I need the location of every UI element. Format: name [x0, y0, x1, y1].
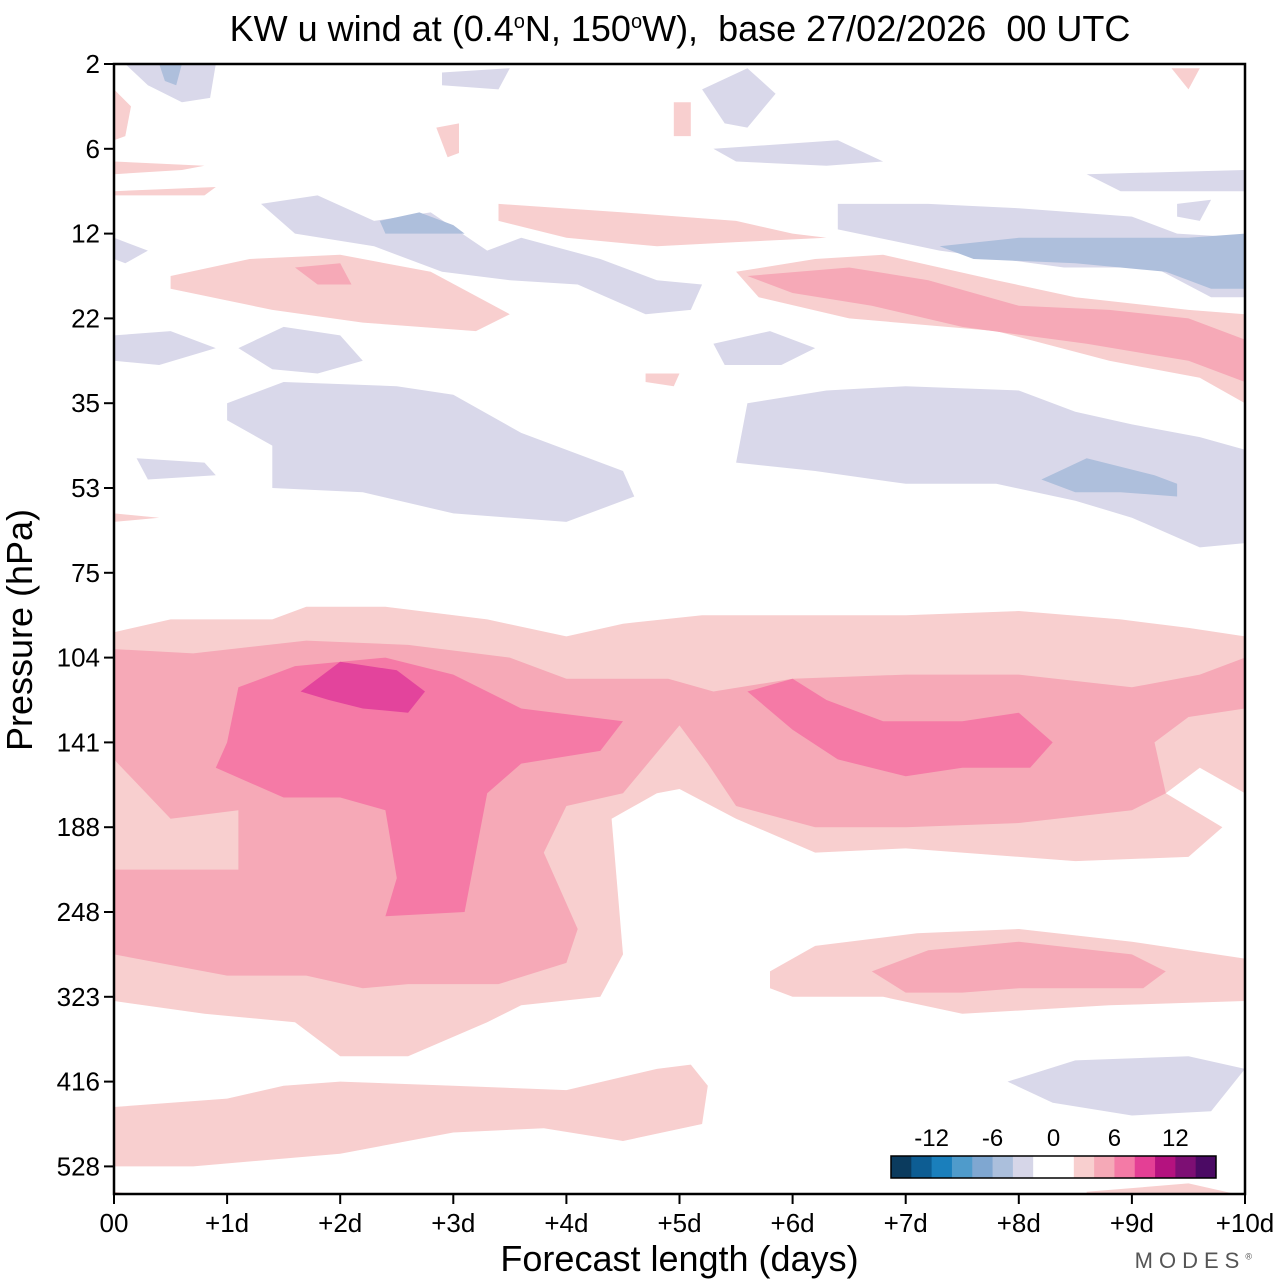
colorbar-swatch [1114, 1156, 1136, 1178]
contour-region-22 [114, 513, 160, 522]
y-tick-label: 323 [57, 982, 100, 1012]
contour-region-38 [1041, 458, 1178, 497]
x-tick-label: 00 [100, 1208, 129, 1238]
contour-region-31 [939, 233, 1245, 289]
x-tick-label: +9d [1110, 1208, 1154, 1238]
contour-region-26 [702, 68, 776, 128]
y-tick-label: 248 [57, 897, 100, 927]
x-tick-label: +3d [431, 1208, 475, 1238]
contour-region-12 [498, 203, 827, 247]
contour-region-19 [114, 161, 205, 175]
colorbar-frame [890, 1155, 1217, 1179]
y-tick-label: 6 [86, 134, 100, 164]
contour-region-2 [215, 657, 624, 917]
colorbar-swatch [1195, 1156, 1217, 1178]
contour-region-20 [114, 187, 216, 196]
colorbar-swatch [1094, 1156, 1115, 1178]
contour-region-40 [114, 237, 148, 264]
contour-region-32 [1086, 170, 1245, 192]
colorbar-swatch [972, 1156, 994, 1178]
contour-region-16 [1171, 68, 1200, 90]
colorbar-tick-label: 12 [1162, 1125, 1189, 1152]
x-tick-label: +4d [544, 1208, 588, 1238]
colorbar-tick-label: 0 [1047, 1125, 1060, 1152]
contour-region-10 [170, 254, 510, 332]
contour-region-9 [1086, 1183, 1236, 1194]
contour-region-3 [300, 661, 425, 713]
chart-title: KW u wind at (0.4oN, 150oW), base 27/02/… [229, 8, 1131, 49]
y-tick-label: 141 [57, 727, 100, 757]
colorbar-swatch [931, 1156, 953, 1178]
x-axis-label: Forecast length (days) [500, 1238, 859, 1279]
y-tick-label: 104 [57, 643, 100, 673]
colorbar-swatch [951, 1156, 973, 1178]
contour-region-34 [114, 331, 216, 365]
contour-region-4 [747, 678, 1053, 777]
colorbar: -12 -6 0 6 12 [890, 1125, 1217, 1179]
contour-region-43 [363, 1243, 431, 1252]
colorbar-swatch [1033, 1156, 1054, 1178]
x-tick-label: +6d [771, 1208, 815, 1238]
contour-region-18 [114, 89, 131, 141]
y-tick-label: 2 [86, 49, 100, 79]
y-tick-label: 75 [71, 558, 100, 588]
colorbar-swatch [891, 1156, 912, 1178]
colorbar-tick-label: -12 [914, 1125, 949, 1152]
contour-region-15 [436, 123, 459, 158]
contour-region-41 [1177, 199, 1212, 221]
y-tick-label: 528 [57, 1151, 100, 1181]
colorbar-swatch [1155, 1156, 1176, 1178]
colorbar-swatch [992, 1156, 1014, 1178]
y-tick-label: 53 [71, 473, 100, 503]
colorbar-swatch [1053, 1156, 1075, 1178]
contour-region-11 [295, 263, 352, 285]
x-axis: 00 +1d +2d +3d +4d +5d +6d +7d +8d +9d +10d [100, 1194, 1275, 1238]
contour-fills [114, 64, 1245, 1252]
contour-region-39 [136, 458, 216, 480]
contour-region-17 [673, 102, 691, 137]
modes-logo: MODES® [1134, 1248, 1252, 1273]
colorbar-tick-label: 6 [1108, 1125, 1121, 1152]
x-tick-label: +5d [657, 1208, 701, 1238]
y-tick-label: 12 [71, 219, 100, 249]
contour-region-25 [442, 68, 510, 90]
x-tick-label: +10d [1216, 1208, 1275, 1238]
colorbar-swatch [1073, 1156, 1095, 1178]
y-tick-label: 22 [71, 303, 100, 333]
contour-region-14 [747, 267, 1245, 382]
contour-region-27 [713, 140, 884, 166]
contour-region-28 [261, 195, 703, 315]
x-tick-label: +7d [884, 1208, 928, 1238]
contour-region-37 [736, 386, 1245, 548]
contour-region-21 [645, 373, 680, 387]
contour-region-29 [379, 212, 465, 234]
contour-region-6 [871, 941, 1166, 993]
colorbar-tick-label: -6 [982, 1125, 1003, 1152]
y-axis: 2 6 12 22 35 53 75 104 141 188 248 323 416 528 [57, 49, 114, 1181]
x-tick-label: +2d [318, 1208, 362, 1238]
colorbar-swatch [1134, 1156, 1156, 1178]
y-tick-label: 416 [57, 1067, 100, 1097]
contour-region-42 [1007, 1056, 1245, 1116]
contour-region-7 [114, 1064, 708, 1167]
colorbar-swatch [911, 1156, 933, 1178]
x-tick-label: +8d [997, 1208, 1041, 1238]
y-tick-label: 35 [71, 388, 100, 418]
contour-region-36 [713, 331, 816, 365]
contour-region-33 [238, 326, 363, 374]
contour-region-35 [227, 382, 635, 522]
colorbar-swatch [1012, 1156, 1034, 1178]
y-tick-label: 188 [57, 812, 100, 842]
contour-region-24 [159, 64, 182, 86]
colorbar-swatch [1175, 1156, 1197, 1178]
x-tick-label: +1d [205, 1208, 249, 1238]
